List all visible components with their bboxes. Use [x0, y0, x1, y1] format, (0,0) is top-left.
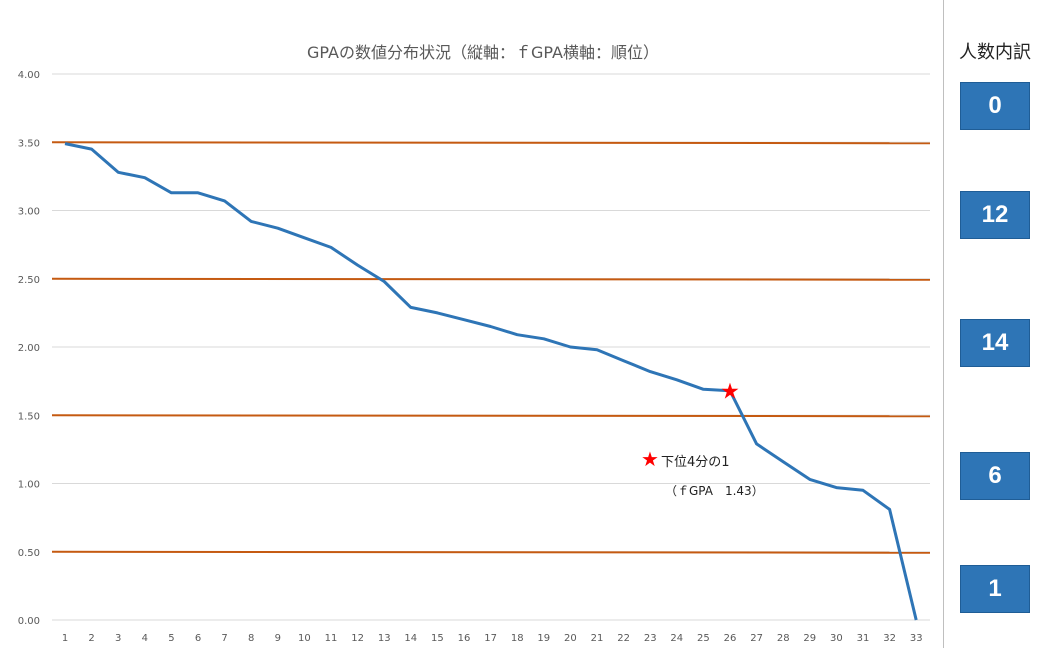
x-tick-label: 19	[537, 633, 550, 644]
x-tick-label: 4	[142, 633, 148, 644]
x-tick-label: 11	[325, 633, 338, 644]
x-tick-label: 15	[431, 633, 444, 644]
x-tick-label: 5	[168, 633, 174, 644]
count-box-4: 6	[960, 452, 1030, 500]
count-box-2: 12	[960, 191, 1030, 239]
x-tick-label: 7	[221, 633, 227, 644]
y-tick-label: 0.00	[18, 616, 40, 627]
y-tick-label: 3.00	[18, 207, 40, 218]
x-tick-label: 33	[910, 633, 923, 644]
side-panel-title: 人数内訳	[959, 42, 1031, 63]
y-tick-label: 1.50	[18, 411, 40, 422]
x-tick-label: 29	[803, 633, 816, 644]
y-tick-label: 1.00	[18, 480, 40, 491]
x-tick-label: 16	[458, 633, 471, 644]
x-tick-label: 26	[724, 633, 737, 644]
x-tick-label: 23	[644, 633, 657, 644]
x-tick-label: 24	[670, 633, 683, 644]
y-tick-label: 3.50	[18, 138, 40, 149]
y-tick-label: 2.50	[18, 275, 40, 286]
reference-line	[51, 414, 931, 418]
x-tick-label: 10	[298, 633, 311, 644]
count-box-3: 14	[960, 319, 1030, 367]
gpa-line-chart: GPAの数値分布状況（縦軸：ｆGPA横軸：順位） 0.00 0.50 1.00 1.50…	[18, 43, 931, 644]
x-tick-label: 31	[857, 633, 870, 644]
reference-line	[51, 550, 931, 554]
x-tick-label: 17	[484, 633, 497, 644]
x-tick-label: 22	[617, 633, 630, 644]
x-tick-label: 2	[88, 633, 94, 644]
gpa-series-line	[64, 142, 918, 621]
x-tick-label: 9	[275, 633, 281, 644]
x-tick-label: 3	[115, 633, 121, 644]
x-tick-label: 8	[248, 633, 254, 644]
reference-line	[51, 277, 931, 281]
y-tick-label: 4.00	[18, 70, 40, 81]
x-tick-label: 20	[564, 633, 577, 644]
y-tick-label: 2.00	[18, 343, 40, 354]
x-tick-label: 32	[883, 633, 896, 644]
x-tick-label: 25	[697, 633, 710, 644]
annotation-value: （ｆGPA 1.43）	[665, 484, 764, 498]
highlight-star: ★	[720, 380, 740, 405]
x-tick-label: 6	[195, 633, 201, 644]
reference-line	[51, 141, 931, 145]
count-box-5: 1	[960, 565, 1030, 613]
chart-area: GPAの数値分布状況（縦軸：ｆGPA横軸：順位） 0.00 0.50 1.00 1.50…	[18, 0, 944, 648]
annotation-label: 下位4分の1	[661, 455, 730, 470]
x-tick-label: 14	[404, 633, 417, 644]
x-tick-label: 12	[351, 633, 364, 644]
x-tick-label: 18	[511, 633, 524, 644]
x-tick-label: 13	[378, 633, 391, 644]
x-tick-label: 27	[750, 633, 763, 644]
count-box-1: 0	[960, 82, 1030, 130]
x-tick-label: 28	[777, 633, 790, 644]
chart-title: GPAの数値分布状況（縦軸：ｆGPA横軸：順位）	[307, 43, 659, 62]
y-tick-label: 0.50	[18, 548, 40, 559]
x-tick-label: 30	[830, 633, 843, 644]
annotation-star: ★	[641, 447, 659, 471]
x-tick-label: 21	[591, 633, 604, 644]
x-tick-label: 1	[62, 633, 68, 644]
